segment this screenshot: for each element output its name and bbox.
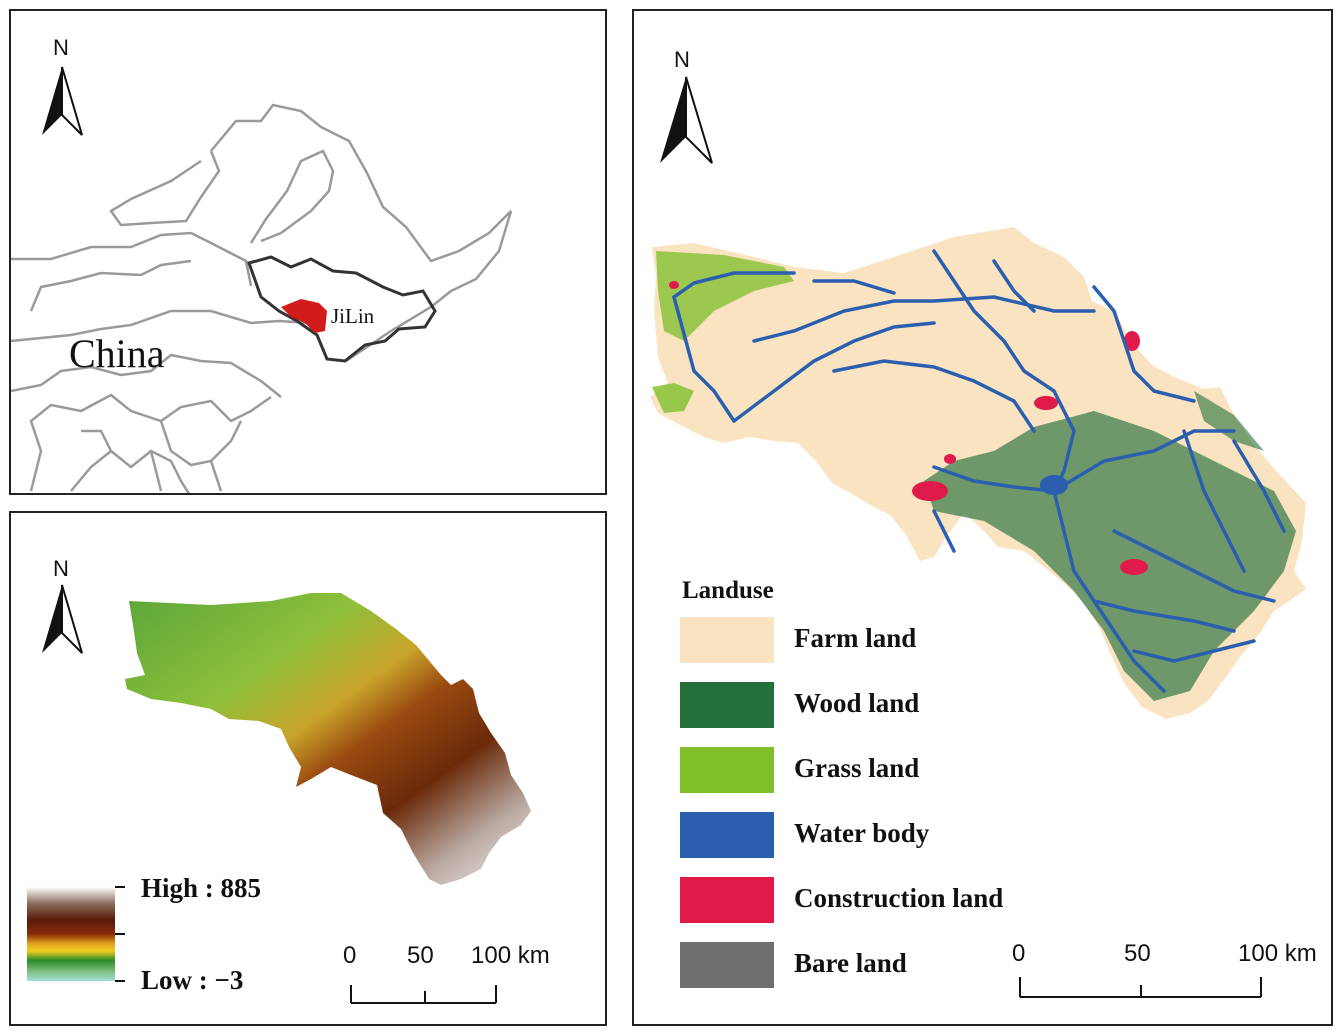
- location-map-canvas: N JiLin China: [11, 35, 513, 493]
- legend-label-water-body: Water body: [794, 818, 930, 848]
- country-label: China: [69, 331, 165, 376]
- reservoir: [1040, 475, 1068, 495]
- study-area-highlight: [281, 299, 327, 333]
- scale-tick-0: 0: [1012, 940, 1025, 967]
- landuse-scale-bar: 0 50 100 km: [1012, 940, 1317, 998]
- dem-scale-bar: 0 50 100 km: [343, 942, 550, 1004]
- legend-swatch-construction-land: [680, 877, 774, 923]
- legend-label-grass-land: Grass land: [794, 753, 920, 783]
- legend-label-farm-land: Farm land: [794, 623, 917, 653]
- province-label: JiLin: [331, 304, 375, 328]
- legend-swatch-water-body: [680, 812, 774, 858]
- dem-legend-ramp: [27, 887, 115, 981]
- location-map-panel: N JiLin China: [9, 9, 607, 495]
- landuse-legend-title: Landuse: [682, 577, 774, 604]
- construction-land-patches: [669, 281, 1148, 575]
- scale-tick-0: 0: [343, 942, 356, 969]
- legend-swatch-bare-land: [680, 942, 774, 988]
- north-label: N: [53, 35, 69, 60]
- legend-label-bare-land: Bare land: [794, 948, 907, 978]
- dem-map-panel: N 0 50 100 km High : 885 Low : −3: [9, 511, 607, 1026]
- scale-tick-100: 100 km: [471, 942, 550, 969]
- dem-legend-high: High : 885: [141, 873, 262, 903]
- north-arrow-icon: N: [660, 47, 713, 164]
- scale-tick-50: 50: [407, 942, 434, 969]
- legend-label-wood-land: Wood land: [794, 688, 920, 718]
- legend-swatch-grass-land: [680, 747, 774, 793]
- north-label: N: [674, 47, 690, 72]
- dem-legend-low: Low : −3: [141, 965, 244, 995]
- dem-study-area: [125, 593, 531, 885]
- north-label: N: [53, 556, 69, 581]
- legend-swatch-wood-land: [680, 682, 774, 728]
- landuse-map-panel: N: [632, 9, 1333, 1026]
- landuse-map-canvas: N: [650, 47, 1317, 998]
- water-body-rivers: [672, 249, 1286, 693]
- jilin-province-boundary: [247, 255, 437, 363]
- scale-tick-100: 100 km: [1238, 940, 1317, 967]
- legend-label-construction-land: Construction land: [794, 883, 1004, 913]
- province-boundaries: [11, 103, 513, 493]
- north-arrow-icon: N: [42, 556, 83, 654]
- north-arrow-icon: N: [42, 35, 83, 136]
- scale-tick-50: 50: [1124, 940, 1151, 967]
- dem-map-canvas: N 0 50 100 km: [27, 556, 550, 1004]
- legend-swatch-farm-land: [680, 617, 774, 663]
